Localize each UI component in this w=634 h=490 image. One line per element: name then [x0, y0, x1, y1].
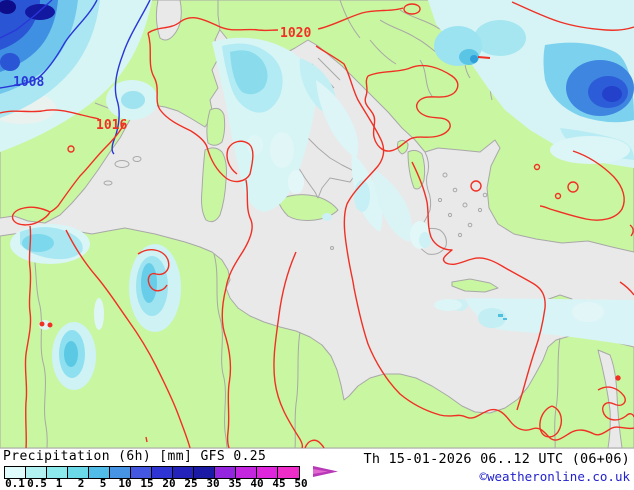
scale-label: 2	[77, 477, 85, 490]
legend-title: Precipitation (6h) [mm] GFS 0.25	[3, 449, 267, 464]
map-canvas: 1008 1016 1020	[0, 0, 634, 449]
color-scale-bar	[4, 466, 300, 479]
scale-cell	[152, 467, 173, 478]
scale-cell	[89, 467, 110, 478]
scale-label: 1	[55, 477, 63, 490]
scale-label: 5	[99, 477, 107, 490]
scale-cell	[131, 467, 152, 478]
scale-cell	[5, 467, 26, 478]
scale-label: 40	[250, 477, 264, 490]
scale-cell	[68, 467, 89, 478]
scale-label: 35	[228, 477, 242, 490]
pressure-labels: 1008 1016 1020	[13, 26, 311, 133]
pressure-label-1020: 1020	[280, 26, 311, 41]
weather-map: 1008 1016 1020	[0, 0, 634, 449]
scale-cell	[110, 467, 131, 478]
forecast-datetime: Th 15-01-2026 06..12 UTC (06+06)	[363, 451, 630, 467]
scale-label: 10	[118, 477, 132, 490]
scale-label: 0.1	[5, 477, 25, 490]
scale-label: 0.5	[27, 477, 47, 490]
scale-cell	[278, 467, 299, 478]
scale-cell	[173, 467, 194, 478]
pressure-label-1008: 1008	[13, 75, 44, 90]
scale-arrow	[313, 466, 338, 477]
scale-cell	[236, 467, 257, 478]
scale-label: 25	[184, 477, 198, 490]
copyright-text: ©weatheronline.co.uk	[479, 469, 630, 484]
scale-label: 30	[206, 477, 220, 490]
isobar-lines-blue	[0, 0, 151, 155]
scale-label: 15	[140, 477, 154, 490]
scale-cell	[47, 467, 68, 478]
precipitation-layer	[0, 0, 634, 390]
scale-cell	[194, 467, 215, 478]
scale-arrow-inner	[313, 469, 328, 474]
scale-cell	[215, 467, 236, 478]
pressure-label-1016: 1016	[96, 118, 127, 133]
scale-cell	[257, 467, 278, 478]
scale-cell	[26, 467, 47, 478]
scale-label: 20	[162, 477, 176, 490]
isobar-lines-red	[0, 1, 634, 449]
scale-label: 50	[294, 477, 308, 490]
color-scale-labels: 0.1 0.5 1 2 5 10 15 20 25 30 35 40 45 50	[4, 477, 312, 490]
scale-label: 45	[272, 477, 286, 490]
